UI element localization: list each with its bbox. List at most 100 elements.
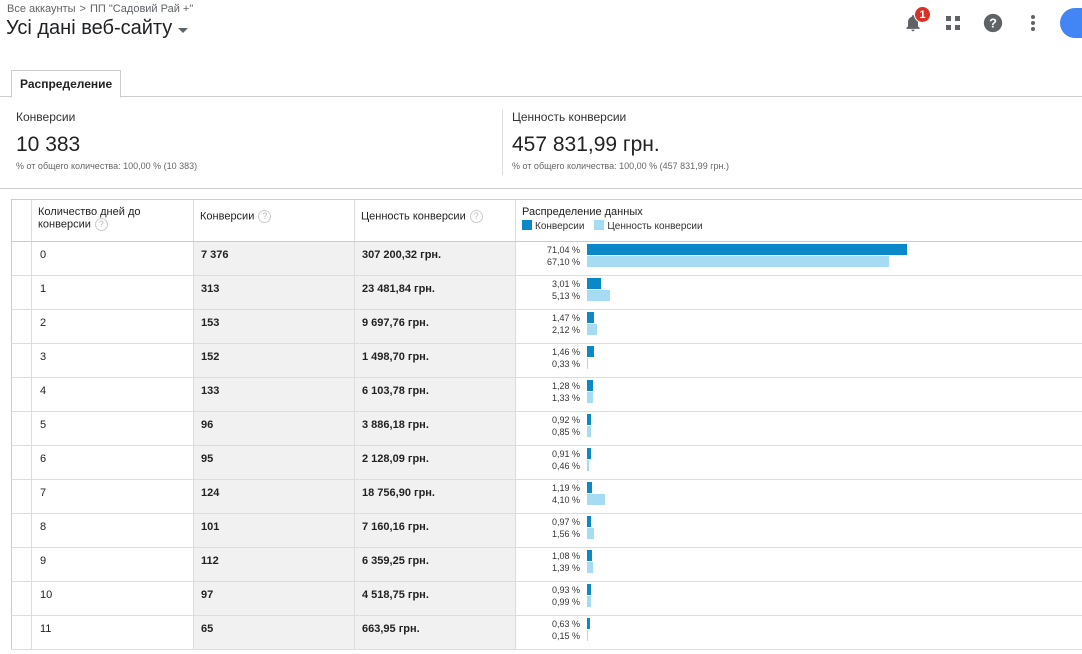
breadcrumb-accounts-link[interactable]: Все аккаунты [7, 3, 76, 15]
scorecards: Конверсии 10 383 % от общего количества:… [0, 97, 1082, 189]
scorecard-value-label: Ценность конверсии [512, 110, 627, 124]
header-spacer [11, 199, 32, 242]
value-bar [587, 256, 889, 267]
row-spacer [11, 581, 32, 616]
cell-value: 4 518,75 грн. [354, 581, 516, 616]
conversions-pct-label: 0,97 % [551, 517, 580, 527]
cell-value: 23 481,84 грн. [354, 275, 516, 310]
table-row[interactable]: 1 313 23 481,84 грн. 3,01 % 5,13 % [11, 275, 1082, 310]
value-pct-label: 0,85 % [551, 427, 580, 437]
report-header: Все аккаунты > ПП "Садовий Рай +" Усі да… [0, 0, 1082, 50]
breadcrumb: Все аккаунты > ПП "Садовий Рай +" [7, 3, 193, 15]
conversions-pct-label: 1,46 % [551, 347, 580, 357]
help-circle-icon: ? [983, 13, 1003, 33]
breadcrumb-separator: > [79, 3, 86, 15]
row-spacer [11, 343, 32, 378]
view-selector[interactable]: Усі дані веб-сайту [6, 17, 189, 40]
value-pct-label: 1,39 % [551, 563, 580, 573]
help-button[interactable]: ? [978, 8, 1008, 38]
cell-distribution: 1,47 % 2,12 % [515, 309, 1082, 344]
value-pct-label: 0,99 % [551, 597, 580, 607]
table-row[interactable]: 9 112 6 359,25 грн. 1,08 % 1,39 % [11, 547, 1082, 582]
cell-conversions: 124 [193, 479, 355, 514]
help-icon[interactable]: ? [469, 210, 483, 223]
cell-distribution: 0,93 % 0,99 % [515, 581, 1082, 616]
header-conversions-label: Конверсии [200, 210, 255, 223]
row-spacer [11, 479, 32, 514]
header-value[interactable]: Ценность конверсии? [354, 199, 516, 242]
cell-days: 2 [31, 309, 194, 344]
value-pct-label: 1,33 % [551, 393, 580, 403]
header-days-label: Количество дней до конверсии [38, 206, 141, 231]
cell-value: 7 160,16 грн. [354, 513, 516, 548]
cell-distribution: 71,04 % 67,10 % [515, 241, 1082, 276]
row-spacer [11, 615, 32, 650]
row-spacer [11, 411, 32, 446]
conversions-bar [587, 244, 907, 255]
legend-conversions: Конверсии [522, 220, 584, 232]
legend-conversions-label: Конверсии [535, 221, 585, 232]
scorecard-conversions-value: 10 383 [16, 133, 81, 156]
tab-strip: Распределение [0, 70, 1082, 98]
header-distribution: Распределение данных Конверсии Ценность … [515, 199, 1082, 242]
value-bar [587, 562, 594, 573]
svg-text:?: ? [989, 16, 997, 31]
row-spacer [11, 513, 32, 548]
table-row[interactable]: 8 101 7 160,16 грн. 0,97 % 1,56 % [11, 513, 1082, 548]
header-conversions[interactable]: Конверсии? [193, 199, 355, 242]
table-row[interactable]: 4 133 6 103,78 грн. 1,28 % 1,33 % [11, 377, 1082, 412]
value-bar [587, 596, 592, 607]
cell-distribution: 0,97 % 1,56 % [515, 513, 1082, 548]
header-value-label: Ценность конверсии [361, 210, 466, 223]
value-bar [587, 630, 588, 641]
cell-conversions: 97 [193, 581, 355, 616]
cell-value: 18 756,90 грн. [354, 479, 516, 514]
help-icon[interactable]: ? [94, 218, 108, 231]
more-options-button[interactable] [1018, 8, 1048, 38]
cell-value: 3 886,18 грн. [354, 411, 516, 446]
table-header-row: Количество дней до конверсии? Конверсии?… [11, 199, 1082, 242]
cell-conversions: 153 [193, 309, 355, 344]
cell-value: 6 359,25 грн. [354, 547, 516, 582]
scorecard-conversions-sub: % от общего количества: 100,00 % (10 383… [16, 161, 198, 171]
table-row[interactable]: 10 97 4 518,75 грн. 0,93 % 0,99 % [11, 581, 1082, 616]
value-bar [587, 494, 606, 505]
conversions-pct-label: 1,19 % [551, 483, 580, 493]
value-bar [587, 290, 611, 301]
tab-distribution[interactable]: Распределение [11, 70, 122, 98]
value-bar [587, 392, 593, 403]
notifications-button[interactable]: 1 [898, 6, 931, 38]
conversions-pct-label: 0,91 % [551, 449, 580, 459]
legend-value: Ценность конверсии [594, 220, 703, 232]
help-icon[interactable]: ? [258, 210, 272, 223]
value-pct-label: 1,56 % [551, 529, 580, 539]
breadcrumb-account-link[interactable]: ПП "Садовий Рай +" [89, 3, 194, 15]
table-row[interactable]: 3 152 1 498,70 грн. 1,46 % 0,33 % [11, 343, 1082, 378]
cell-conversions: 65 [193, 615, 355, 650]
table-row[interactable]: 11 65 663,95 грн. 0,63 % 0,15 % [11, 615, 1082, 650]
conversions-bar [587, 346, 594, 357]
value-bar [587, 528, 595, 539]
cell-conversions: 152 [193, 343, 355, 378]
cell-conversions: 95 [193, 445, 355, 480]
conversions-pct-label: 3,01 % [551, 279, 580, 289]
cell-value: 663,95 грн. [354, 615, 516, 650]
conversions-bar [587, 482, 593, 493]
table-row[interactable]: 7 124 18 756,90 грн. 1,19 % 4,10 % [11, 479, 1082, 514]
scorecard-value-value: 457 831,99 грн. [512, 133, 660, 156]
row-spacer [11, 309, 32, 344]
legend-conversions-swatch [522, 220, 532, 230]
header-days[interactable]: Количество дней до конверсии? [31, 199, 194, 242]
table-row[interactable]: 6 95 2 128,09 грн. 0,91 % 0,46 % [11, 445, 1082, 480]
cell-conversions: 96 [193, 411, 355, 446]
table-row[interactable]: 5 96 3 886,18 грн. 0,92 % 0,85 % [11, 411, 1082, 446]
apps-button[interactable] [938, 8, 968, 38]
table-row[interactable]: 2 153 9 697,76 грн. 1,47 % 2,12 % [11, 309, 1082, 344]
row-spacer [11, 547, 32, 582]
conversions-bar [587, 550, 592, 561]
account-avatar[interactable] [1060, 8, 1082, 38]
cell-distribution: 0,63 % 0,15 % [515, 615, 1082, 650]
conversions-pct-label: 1,28 % [551, 381, 580, 391]
row-spacer [11, 445, 32, 480]
